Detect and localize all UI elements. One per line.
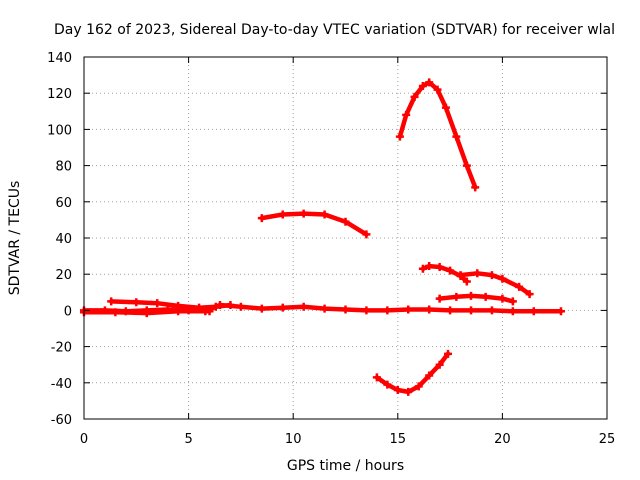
data-point <box>467 306 476 315</box>
data-point <box>362 230 371 239</box>
data-point <box>362 306 371 315</box>
x-axis-title: GPS time / hours <box>287 458 404 474</box>
data-point <box>111 308 120 317</box>
data-point <box>471 183 480 192</box>
data-point <box>395 132 404 141</box>
data-point <box>525 290 534 299</box>
data-point <box>226 300 235 309</box>
data-point <box>435 294 444 303</box>
x-tick-label: 20 <box>494 432 511 447</box>
data-point <box>425 305 434 314</box>
data-point <box>320 304 329 313</box>
data-point <box>404 387 413 396</box>
series-arc-4 <box>257 209 371 239</box>
x-tick-label: 5 <box>184 432 192 447</box>
data-point <box>278 210 287 219</box>
y-tick-label: 140 <box>47 51 72 66</box>
data-point <box>498 274 507 283</box>
data-point <box>402 110 411 119</box>
series-arc-5 <box>395 78 480 192</box>
data-point <box>481 292 490 301</box>
data-point <box>393 386 402 395</box>
x-tick-label: 25 <box>599 432 616 447</box>
data-point <box>107 297 116 306</box>
data-point <box>473 269 482 278</box>
data-point <box>441 103 450 112</box>
data-point <box>425 262 434 271</box>
data-point <box>174 307 183 316</box>
data-point <box>341 305 350 314</box>
series-arc-9 <box>372 349 453 396</box>
y-tick-label: -20 <box>51 341 72 356</box>
data-point <box>414 382 423 391</box>
series-arc-7 <box>456 269 534 299</box>
data-point <box>456 271 465 280</box>
y-tick-label: 20 <box>55 268 72 283</box>
x-tick-label: 0 <box>80 432 88 447</box>
y-tick-label: 100 <box>47 123 72 138</box>
data-point <box>508 307 517 316</box>
grid-lines <box>84 57 607 419</box>
x-tick-label: 10 <box>285 432 302 447</box>
data-point <box>529 307 538 316</box>
axis-ticks: 0 5 10 15 20 25 -60 -40 -20 0 20 40 60 80 100 120 140 <box>47 51 615 447</box>
data-point <box>508 297 517 306</box>
data-point <box>462 161 471 170</box>
data-point <box>444 349 453 358</box>
data-point <box>299 209 308 218</box>
data-point <box>404 305 413 314</box>
data-point <box>410 92 419 101</box>
data-point <box>467 291 476 300</box>
data-point <box>418 81 427 90</box>
data-point <box>205 307 214 316</box>
data-point <box>556 307 565 316</box>
y-tick-label: -40 <box>51 377 72 392</box>
data-point <box>211 302 220 311</box>
y-axis-title: SDTVAR / TECUs <box>7 181 23 296</box>
data-point <box>383 380 392 389</box>
y-tick-label: 40 <box>55 232 72 247</box>
data-point <box>383 306 392 315</box>
series-line <box>397 80 478 190</box>
data-point <box>257 214 266 223</box>
data-point <box>446 266 455 275</box>
x-tick-label: 15 <box>390 432 407 447</box>
data-point <box>487 271 496 280</box>
data-point <box>515 282 524 291</box>
data-point <box>132 298 141 307</box>
data-point <box>372 373 381 382</box>
data-series <box>80 78 565 396</box>
data-point <box>498 294 507 303</box>
data-point <box>435 360 444 369</box>
data-point <box>425 78 434 87</box>
chart-title: Day 162 of 2023, Sidereal Day-to-day VTE… <box>54 22 615 38</box>
data-point <box>452 292 461 301</box>
data-point <box>487 306 496 315</box>
y-tick-label: 80 <box>55 160 72 175</box>
data-point <box>278 303 287 312</box>
data-point <box>341 217 350 226</box>
data-point <box>320 210 329 219</box>
data-point <box>462 277 471 286</box>
data-point <box>452 132 461 141</box>
data-point <box>153 299 162 308</box>
data-point <box>433 85 442 94</box>
data-point <box>236 302 245 311</box>
data-point <box>425 371 434 380</box>
y-tick-label: 60 <box>55 196 72 211</box>
data-point <box>299 302 308 311</box>
y-tick-label: -60 <box>51 413 72 428</box>
data-point <box>257 304 266 313</box>
data-point <box>435 262 444 271</box>
y-tick-label: 0 <box>64 304 72 319</box>
series-arc-8 <box>435 291 517 306</box>
data-point <box>142 309 151 318</box>
y-tick-label: 120 <box>47 87 72 102</box>
data-point <box>418 264 427 273</box>
data-point <box>446 306 455 315</box>
